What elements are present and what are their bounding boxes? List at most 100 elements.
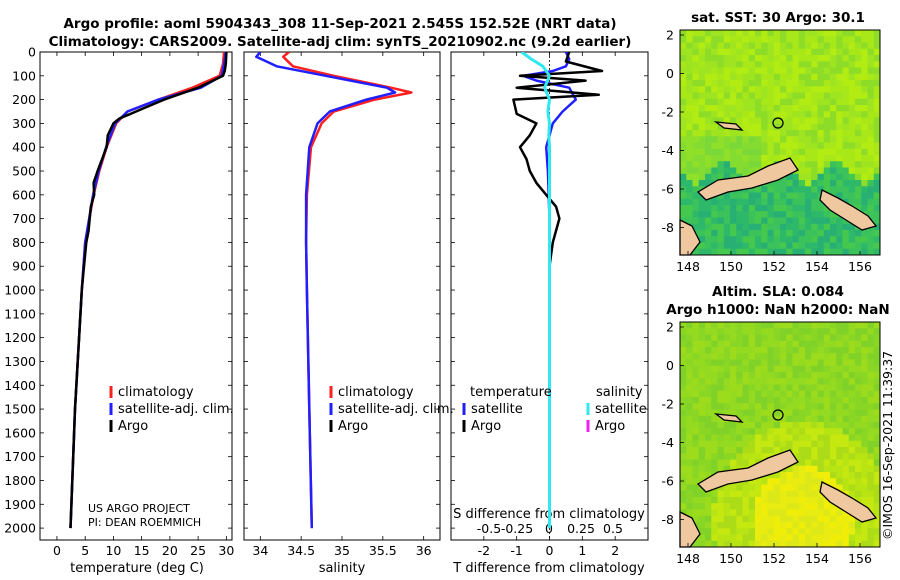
map-cell (855, 428, 862, 435)
map-cell (711, 322, 718, 329)
map-cell (730, 98, 737, 106)
map-cell (855, 528, 862, 535)
map-cell (736, 334, 743, 342)
map-cell (711, 359, 718, 367)
map-cell (711, 217, 718, 225)
map-cell (830, 534, 837, 542)
map-cell (780, 365, 787, 373)
map-cell (773, 522, 781, 529)
map-cell (761, 92, 768, 100)
map-cell (823, 148, 831, 156)
map-cell (711, 403, 718, 410)
map-cell (767, 515, 775, 523)
map-cell (767, 322, 775, 329)
map-cell (842, 123, 850, 131)
map-cell (761, 365, 768, 373)
map-cell (798, 105, 806, 112)
map-cell (836, 347, 843, 354)
map-cell (742, 490, 750, 498)
map-cell (780, 372, 787, 379)
map-cell (767, 92, 775, 100)
map-cell (680, 80, 687, 87)
map-cell (755, 322, 762, 329)
map-cell (717, 522, 725, 529)
map-cell (723, 528, 731, 535)
map-cell (742, 142, 750, 150)
map-cell (748, 111, 756, 118)
map-cell (755, 422, 762, 429)
map-cell (792, 409, 800, 417)
map-cell (780, 130, 787, 137)
map-cell (848, 490, 856, 498)
map-cell (873, 61, 881, 68)
map-cell (692, 365, 700, 373)
map-cell (798, 347, 806, 354)
map-cell (861, 180, 868, 187)
map-cell (805, 409, 812, 417)
map-cell (748, 86, 756, 93)
map-cell (830, 459, 837, 467)
map-cell (755, 236, 762, 243)
map-cell (780, 48, 787, 56)
map-cell (742, 515, 750, 523)
map-cell (811, 86, 818, 93)
map-cell (717, 334, 725, 342)
map-cell (680, 440, 687, 448)
map-cell (811, 217, 818, 225)
map-cell (792, 515, 800, 523)
map-cell (830, 522, 837, 529)
map-cell (730, 465, 737, 473)
map-cell (867, 334, 875, 342)
map-cell (848, 465, 856, 473)
map-cell (836, 148, 843, 156)
map-cell (773, 434, 781, 442)
sst-map (679, 29, 881, 256)
map-cell (736, 192, 743, 200)
map-cell (742, 61, 750, 68)
map-cell (717, 353, 725, 360)
map-cell (742, 167, 750, 175)
depth-tick-label: 500 (12, 164, 36, 179)
map-cell (767, 130, 775, 137)
map-cell (698, 67, 706, 75)
depth-tick-label: 1100 (4, 306, 36, 321)
map-cell (780, 484, 787, 492)
map-cell (755, 447, 762, 454)
map-cell (767, 334, 775, 342)
map-cell (686, 80, 693, 87)
map-cell (823, 328, 831, 335)
map-cell (861, 55, 868, 62)
map-cell (861, 453, 868, 460)
map-cell (723, 211, 731, 218)
map-cell (780, 353, 787, 360)
map-cell (723, 378, 731, 385)
map-cell (767, 365, 775, 373)
map-cell (736, 484, 743, 492)
map-cell (855, 180, 862, 187)
map-cell (767, 61, 775, 68)
map-cell (761, 490, 768, 498)
map-cell (823, 422, 831, 429)
temperature-axis-label: temperature (deg C) (70, 561, 204, 576)
x-tick-label: 5 (81, 543, 89, 558)
map-cell (717, 36, 725, 43)
map-cell (705, 503, 712, 510)
lon-tick-label: 156 (848, 259, 872, 274)
legend-header-salinity: salinity (596, 385, 643, 400)
map-cell (792, 390, 800, 398)
map-cell (867, 347, 875, 354)
map-cell (780, 472, 787, 479)
map-cell (730, 515, 737, 523)
map-cell (867, 30, 875, 37)
map-cell (767, 67, 775, 75)
map-cell (773, 322, 781, 329)
map-cell (817, 130, 825, 137)
map-cell (767, 447, 775, 454)
map-cell (748, 142, 756, 150)
map-cell (823, 80, 831, 87)
map-cell (698, 453, 706, 460)
map-cell (786, 440, 793, 448)
map-cell (705, 347, 712, 354)
map-cell (855, 522, 862, 529)
map-cell (836, 428, 843, 435)
